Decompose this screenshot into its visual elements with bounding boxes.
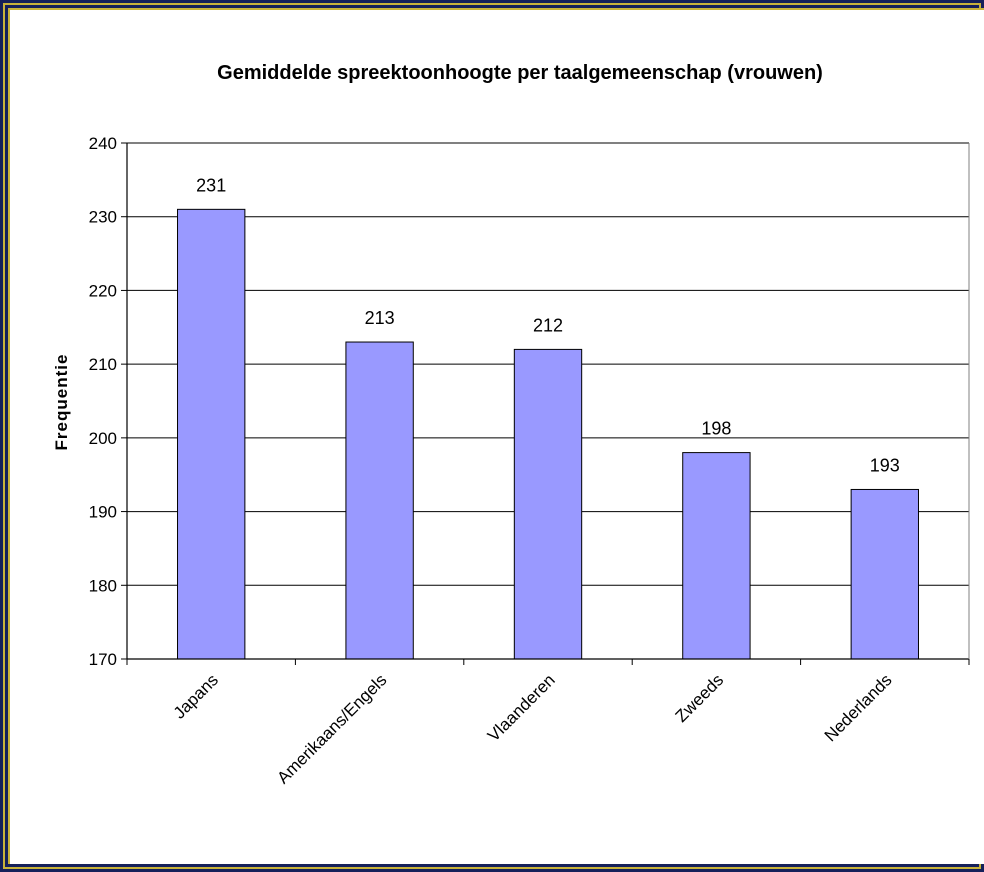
x-ticks: Japans Amerikaans/Engels Vlaanderen Zweeds N…	[126, 659, 970, 787]
bar-amerikaans-engels	[345, 341, 414, 660]
chart-title: Gemiddelde spreektoonhoogte per taalgeme…	[217, 62, 823, 84]
y-tick-label-220: 220	[89, 281, 117, 300]
bars	[177, 208, 919, 660]
y-tick-label-180: 180	[89, 576, 117, 595]
y-tick-label-210: 210	[89, 355, 117, 374]
value-label-amerikaans-engels: 213	[365, 308, 395, 328]
value-label-vlaanderen: 212	[533, 315, 563, 335]
y-tick-label-190: 190	[89, 503, 117, 522]
y-ticks: 170 180 190 200 210 220 230 240	[89, 134, 127, 669]
category-label-japans: Japans	[170, 670, 222, 722]
bar-japans	[177, 208, 246, 660]
bar-zweeds	[682, 452, 751, 660]
value-label-nederlands: 193	[870, 455, 900, 475]
chart-area	[8, 8, 984, 864]
y-tick-label-240: 240	[89, 134, 117, 153]
category-label-nederlands: Nederlands	[821, 670, 896, 745]
axes	[126, 143, 970, 660]
category-label-zweeds: Zweeds	[672, 670, 728, 726]
value-labels: 231 213 212 198 193	[196, 175, 900, 475]
category-label-vlaanderen: Vlaanderen	[484, 670, 559, 745]
value-label-zweeds: 198	[701, 419, 731, 439]
bar-vlaanderen	[513, 348, 583, 660]
category-label-amerikaans-engels: Amerikaans/Engels	[273, 670, 390, 787]
y-tick-label-200: 200	[89, 429, 117, 448]
y-axis-label: Frequentie	[52, 354, 71, 451]
value-label-japans: 231	[196, 175, 226, 195]
bar-nederlands	[850, 488, 919, 660]
y-tick-label-230: 230	[89, 208, 117, 227]
y-tick-label-170: 170	[89, 650, 117, 669]
